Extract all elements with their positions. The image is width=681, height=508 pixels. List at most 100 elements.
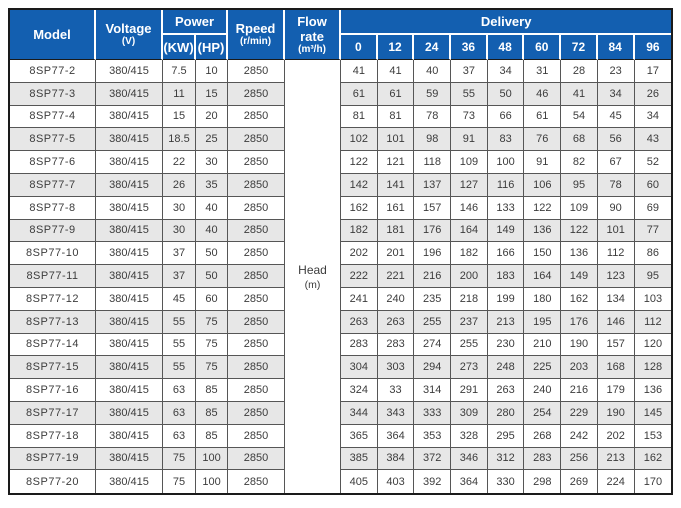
delivery-cell: 134 (597, 287, 635, 311)
delivery-cell: 76 (524, 128, 562, 152)
delivery-cell: 343 (377, 401, 415, 425)
delivery-cell: 86 (634, 242, 672, 266)
delivery-cell: 162 (634, 447, 672, 471)
speed-cell: 2850 (228, 242, 286, 266)
delivery-cell: 372 (414, 447, 452, 471)
table-row: 8SP77-5 380/415 18.5 25 2850 102 101 98 91 83 76 68… (10, 128, 672, 152)
power-kw-cell: 22 (163, 151, 196, 174)
power-hp-cell: 30 (196, 151, 229, 174)
delivery-cell: 26 (634, 82, 672, 106)
col-header-flowrate-label: Flow rate (297, 13, 327, 44)
delivery-cell: 298 (524, 470, 562, 494)
power-kw-cell: 26 (163, 173, 196, 197)
delivery-cell: 54 (561, 105, 598, 129)
delivery-cell: 78 (597, 173, 635, 197)
power-kw-cell: 30 (163, 219, 196, 243)
delivery-cell: 133 (487, 196, 525, 220)
head-merged-cell: Head (m) (285, 60, 342, 494)
speed-cell: 2850 (228, 60, 286, 83)
delivery-cell: 17 (634, 60, 672, 83)
delivery-col-header: 0 (341, 35, 378, 60)
delivery-cell: 106 (524, 173, 562, 197)
delivery-cell: 240 (377, 287, 415, 311)
voltage-cell: 380/415 (96, 287, 163, 311)
table-row: 8SP77-13 380/415 55 75 2850 263 263 255 237 213 19… (10, 310, 672, 334)
power-kw-cell: 63 (163, 401, 196, 425)
delivery-cell: 255 (451, 333, 488, 357)
col-header-voltage: Voltage (V) (96, 10, 163, 60)
power-kw-cell: 37 (163, 265, 196, 288)
delivery-cell: 142 (341, 173, 378, 197)
delivery-cell: 40 (414, 60, 452, 83)
delivery-cell: 283 (524, 447, 562, 471)
delivery-cell: 403 (377, 470, 415, 494)
delivery-cell: 162 (561, 287, 598, 311)
delivery-cell: 116 (487, 173, 525, 197)
power-hp-cell: 35 (196, 173, 229, 197)
delivery-cell: 240 (524, 379, 562, 402)
col-header-speed: Rpeed (r/min) (228, 10, 286, 60)
delivery-cell: 365 (341, 424, 378, 448)
power-hp-cell: 25 (196, 128, 229, 152)
delivery-cell: 312 (487, 447, 525, 471)
table-row: 8SP77-17 380/415 63 85 2850 344 343 333 309 280 25… (10, 401, 672, 425)
delivery-cell: 149 (487, 219, 525, 243)
delivery-cell: 56 (597, 128, 635, 152)
delivery-cell: 81 (341, 105, 378, 129)
delivery-cell: 303 (377, 356, 415, 380)
delivery-cell: 190 (597, 401, 635, 425)
delivery-cell: 330 (487, 470, 525, 494)
delivery-cell: 102 (341, 128, 378, 152)
voltage-cell: 380/415 (96, 128, 163, 152)
delivery-cell: 201 (377, 242, 415, 266)
delivery-cell: 91 (524, 151, 562, 174)
delivery-cell: 274 (414, 333, 452, 357)
table-row: 8SP77-20 380/415 75 100 2850 405 403 392 364 330 2… (10, 470, 672, 494)
power-hp-cell: 100 (196, 447, 229, 471)
delivery-cell: 182 (341, 219, 378, 243)
delivery-cell: 120 (634, 333, 672, 357)
speed-cell: 2850 (228, 333, 286, 357)
delivery-cell: 230 (487, 333, 525, 357)
model-cell: 8SP77-7 (10, 173, 96, 197)
delivery-cell: 28 (561, 60, 598, 83)
speed-cell: 2850 (228, 447, 286, 471)
model-cell: 8SP77-3 (10, 82, 96, 106)
delivery-cell: 162 (341, 196, 378, 220)
delivery-cell: 90 (597, 196, 635, 220)
speed-cell: 2850 (228, 128, 286, 152)
col-header-flowrate-unit: (m³/h) (298, 43, 326, 55)
power-kw-cell: 37 (163, 242, 196, 266)
delivery-cell: 145 (634, 401, 672, 425)
delivery-cell: 324 (341, 379, 378, 402)
col-header-hp: (HP) (196, 35, 229, 60)
delivery-cell: 112 (597, 242, 635, 266)
voltage-cell: 380/415 (96, 401, 163, 425)
delivery-cell: 66 (487, 105, 525, 129)
table-body: 8SP77-2 380/415 7.5 10 2850 Head (m) 41 41 40 37 34… (10, 60, 672, 494)
model-cell: 8SP77-19 (10, 447, 96, 471)
delivery-cell: 23 (597, 60, 635, 83)
delivery-cell: 112 (634, 310, 672, 334)
delivery-cell: 181 (377, 219, 415, 243)
delivery-cell: 242 (561, 424, 598, 448)
table-row: 8SP77-8 380/415 30 40 2850 162 161 157 146 133 122… (10, 196, 672, 220)
voltage-cell: 380/415 (96, 196, 163, 220)
table-row: 8SP77-11 380/415 37 50 2850 222 221 216 200 183 16… (10, 265, 672, 288)
delivery-cell: 235 (414, 287, 452, 311)
model-cell: 8SP77-9 (10, 219, 96, 243)
power-kw-cell: 11 (163, 82, 196, 106)
power-hp-cell: 100 (196, 470, 229, 494)
delivery-cell: 229 (561, 401, 598, 425)
table-row: 8SP77-10 380/415 37 50 2850 202 201 196 182 166 15… (10, 242, 672, 266)
voltage-cell: 380/415 (96, 219, 163, 243)
delivery-cell: 137 (414, 173, 452, 197)
speed-cell: 2850 (228, 424, 286, 448)
delivery-cell: 41 (561, 82, 598, 106)
col-header-power-label: Power (175, 14, 215, 29)
delivery-cell: 202 (341, 242, 378, 266)
delivery-cell: 254 (524, 401, 562, 425)
speed-cell: 2850 (228, 151, 286, 174)
table-row: 8SP77-9 380/415 30 40 2850 182 181 176 164 149 136… (10, 219, 672, 243)
delivery-cell: 255 (414, 310, 452, 334)
